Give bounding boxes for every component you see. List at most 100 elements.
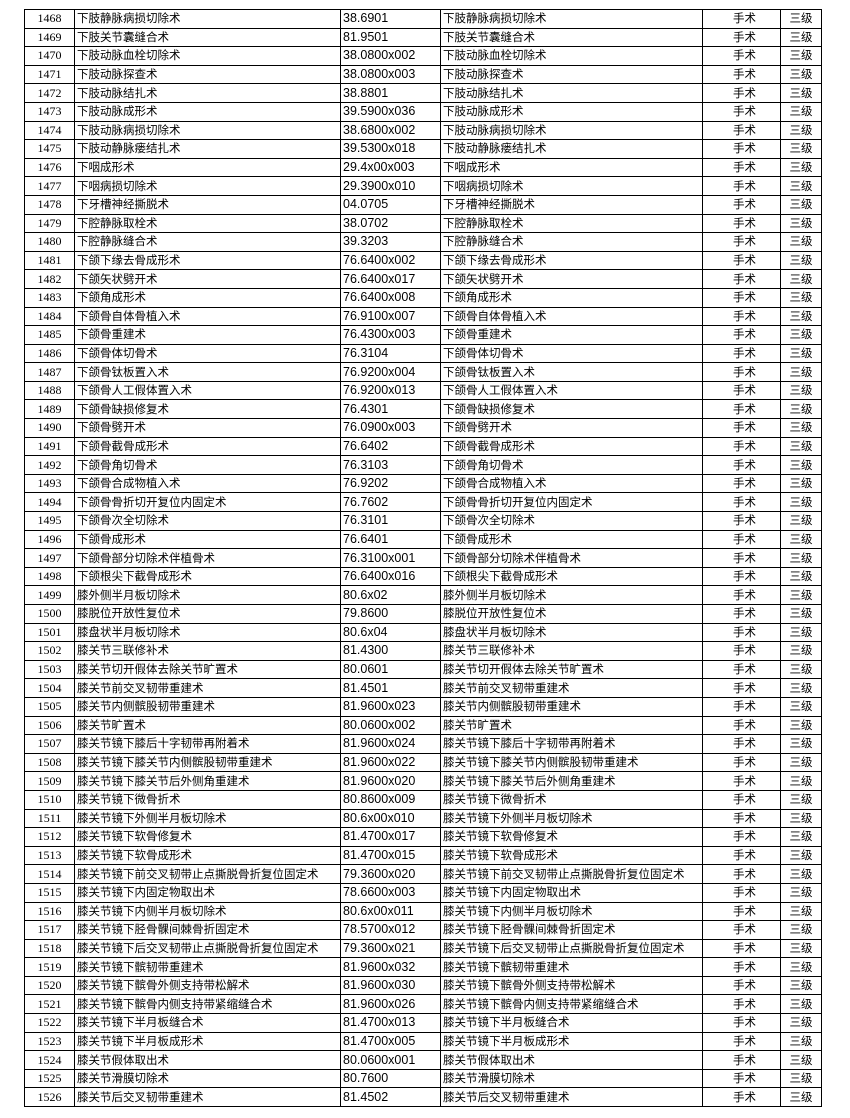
procedure-name-repeat-cell: 下腔静脉缝合术 bbox=[440, 232, 703, 252]
grade-level-cell: 三级 bbox=[780, 789, 822, 810]
category-cell: 手术 bbox=[702, 46, 781, 66]
procedure-name-cell: 下肢动脉血栓切除术 bbox=[74, 46, 341, 66]
category-cell: 手术 bbox=[702, 101, 781, 122]
procedure-name-repeat-cell: 膝关节滑膜切除术 bbox=[440, 1068, 703, 1089]
procedure-name-repeat-cell: 膝关节镜下膝关节内侧髌股韧带重建术 bbox=[440, 752, 703, 773]
procedure-name-cell: 膝关节假体取出术 bbox=[74, 1050, 341, 1070]
procedure-code-cell: 81.4501 bbox=[340, 678, 441, 698]
procedure-name-repeat-cell: 膝关节镜下外侧半月板切除术 bbox=[440, 808, 703, 829]
category-cell: 手术 bbox=[702, 585, 781, 605]
grade-level-cell: 三级 bbox=[780, 83, 822, 103]
category-cell: 手术 bbox=[702, 83, 781, 103]
table-row: 1512 膝关节镜下软骨修复术 81.4700x017 膝关节镜下软骨修复术 手术 三级 bbox=[24, 827, 822, 847]
procedure-name-repeat-cell: 膝关节镜下软骨修复术 bbox=[440, 827, 703, 847]
procedure-name-cell: 膝关节前交叉韧带重建术 bbox=[74, 678, 341, 698]
table-row: 1520 膝关节镜下髌骨外侧支持带松解术 81.9600x030 膝关节镜下髌骨外侧支… bbox=[24, 975, 822, 996]
procedure-code-cell: 81.9600x024 bbox=[340, 734, 441, 754]
procedure-name-cell: 下肢动脉成形术 bbox=[74, 101, 341, 122]
grade-level-cell: 三级 bbox=[780, 176, 822, 196]
grade-level-cell: 三级 bbox=[780, 213, 822, 234]
procedure-name-repeat-cell: 下肢动静脉瘘结扎术 bbox=[440, 139, 703, 159]
table-row: 1492 下颌骨角切骨术 76.3103 下颌骨角切骨术 手术 三级 bbox=[24, 455, 822, 475]
category-cell: 手术 bbox=[702, 808, 781, 829]
category-cell: 手术 bbox=[702, 994, 781, 1015]
table-row: 1479 下腔静脉取栓术 38.0702 下腔静脉取栓术 手术 三级 bbox=[24, 213, 822, 234]
procedure-code-cell: 81.9501 bbox=[340, 27, 441, 48]
table-row: 1526 膝关节后交叉韧带重建术 81.4502 膝关节后交叉韧带重建术 手术 三级 bbox=[24, 1087, 822, 1108]
grade-level-cell: 三级 bbox=[780, 1050, 822, 1070]
category-cell: 手术 bbox=[702, 157, 781, 178]
grade-level-cell: 三级 bbox=[780, 827, 822, 847]
category-cell: 手术 bbox=[702, 213, 781, 234]
procedure-name-cell: 膝脱位开放性复位术 bbox=[74, 604, 341, 624]
row-number-cell: 1504 bbox=[24, 678, 75, 698]
row-number-cell: 1510 bbox=[24, 789, 75, 810]
row-number-cell: 1511 bbox=[24, 808, 75, 829]
grade-level-cell: 三级 bbox=[780, 771, 822, 791]
table-row: 1471 下肢动脉探查术 38.0800x003 下肢动脉探查术 手术 三级 bbox=[24, 64, 822, 85]
procedure-code-cell: 81.4700x017 bbox=[340, 827, 441, 847]
procedure-code-cell: 29.3900x010 bbox=[340, 176, 441, 196]
category-cell: 手术 bbox=[702, 938, 781, 959]
grade-level-cell: 三级 bbox=[780, 641, 822, 661]
grade-level-cell: 三级 bbox=[780, 250, 822, 271]
procedure-name-repeat-cell: 膝关节镜下微骨折术 bbox=[440, 789, 703, 810]
grade-level-cell: 三级 bbox=[780, 399, 822, 420]
row-number-cell: 1521 bbox=[24, 994, 75, 1015]
procedure-name-cell: 下颌骨人工假体置入术 bbox=[74, 380, 341, 401]
procedure-name-repeat-cell: 下肢动脉成形术 bbox=[440, 101, 703, 122]
procedure-name-cell: 下肢动静脉瘘结扎术 bbox=[74, 139, 341, 159]
table-row: 1499 膝外侧半月板切除术 80.6x02 膝外侧半月板切除术 手术 三级 bbox=[24, 585, 822, 605]
row-number-cell: 1498 bbox=[24, 566, 75, 587]
procedure-name-repeat-cell: 膝关节旷置术 bbox=[440, 715, 703, 736]
table-row: 1516 膝关节镜下内侧半月板切除术 80.6x00x011 膝关节镜下内侧半月板切除… bbox=[24, 901, 822, 922]
grade-level-cell: 三级 bbox=[780, 492, 822, 513]
grade-level-cell: 三级 bbox=[780, 362, 822, 382]
procedure-name-cell: 膝关节镜下后交叉韧带止点撕脱骨折复位固定术 bbox=[74, 938, 341, 959]
procedure-code-cell: 80.0600x002 bbox=[340, 715, 441, 736]
grade-level-cell: 三级 bbox=[780, 752, 822, 773]
table-row: 1508 膝关节镜下膝关节内侧髌股韧带重建术 81.9600x022 膝关节镜下膝关节… bbox=[24, 752, 822, 773]
grade-level-cell: 三级 bbox=[780, 473, 822, 494]
category-cell: 手术 bbox=[702, 1013, 781, 1033]
procedure-name-repeat-cell: 下颌骨劈开术 bbox=[440, 418, 703, 438]
row-number-cell: 1512 bbox=[24, 827, 75, 847]
row-number-cell: 1500 bbox=[24, 604, 75, 624]
procedure-name-cell: 膝关节镜下髌骨外侧支持带松解术 bbox=[74, 975, 341, 996]
row-number-cell: 1475 bbox=[24, 139, 75, 159]
table-row: 1493 下颌骨合成物植入术 76.9202 下颌骨合成物植入术 手术 三级 bbox=[24, 473, 822, 494]
table-row: 1474 下肢动脉病损切除术 38.6800x002 下肢动脉病损切除术 手术 三级 bbox=[24, 120, 822, 141]
procedure-name-cell: 膝关节内侧髌股韧带重建术 bbox=[74, 696, 341, 717]
table-row: 1470 下肢动脉血栓切除术 38.0800x002 下肢动脉血栓切除术 手术 三级 bbox=[24, 46, 822, 66]
procedure-code-cell: 76.3100x001 bbox=[340, 548, 441, 568]
table-row: 1491 下颌骨截骨成形术 76.6402 下颌骨截骨成形术 手术 三级 bbox=[24, 436, 822, 457]
grade-level-cell: 三级 bbox=[780, 920, 822, 940]
procedure-code-cell: 81.4300 bbox=[340, 641, 441, 661]
category-cell: 手术 bbox=[702, 566, 781, 587]
table-row: 1495 下颌骨次全切除术 76.3101 下颌骨次全切除术 手术 三级 bbox=[24, 511, 822, 531]
category-cell: 手术 bbox=[702, 827, 781, 847]
procedure-code-cell: 76.0900x003 bbox=[340, 418, 441, 438]
grade-level-cell: 三级 bbox=[780, 1031, 822, 1052]
table-row: 1523 膝关节镜下半月板成形术 81.4700x005 膝关节镜下半月板成形术 手术三… bbox=[24, 1031, 822, 1052]
table-row: 1496 下颌骨成形术 76.6401 下颌骨成形术 手术 三级 bbox=[24, 529, 822, 550]
row-number-cell: 1503 bbox=[24, 659, 75, 680]
table-row: 1525 膝关节滑膜切除术 80.7600 膝关节滑膜切除术 手术 三级 bbox=[24, 1068, 822, 1089]
grade-level-cell: 三级 bbox=[780, 994, 822, 1015]
procedure-code-cell: 76.4300x003 bbox=[340, 325, 441, 345]
procedure-code-cell: 81.9600x026 bbox=[340, 994, 441, 1015]
row-number-cell: 1496 bbox=[24, 529, 75, 550]
procedure-code-cell: 38.6800x002 bbox=[340, 120, 441, 141]
procedure-name-repeat-cell: 膝关节后交叉韧带重建术 bbox=[440, 1087, 703, 1108]
row-number-cell: 1525 bbox=[24, 1068, 75, 1089]
row-number-cell: 1484 bbox=[24, 306, 75, 327]
table-row: 1472 下肢动脉结扎术 38.8801 下肢动脉结扎术 手术 三级 bbox=[24, 83, 822, 103]
table-row: 1511 膝关节镜下外侧半月板切除术 80.6x00x010 膝关节镜下外侧半月板切除… bbox=[24, 808, 822, 829]
row-number-cell: 1497 bbox=[24, 548, 75, 568]
grade-level-cell: 三级 bbox=[780, 604, 822, 624]
table-row: 1483 下颌角成形术 76.6400x008 下颌角成形术 手术 三级 bbox=[24, 287, 822, 308]
procedure-name-repeat-cell: 下颌骨缺损修复术 bbox=[440, 399, 703, 420]
procedure-name-repeat-cell: 膝关节镜下半月板成形术 bbox=[440, 1031, 703, 1052]
procedure-name-cell: 膝关节滑膜切除术 bbox=[74, 1068, 341, 1089]
procedure-name-repeat-cell: 膝关节切开假体去除关节旷置术 bbox=[440, 659, 703, 680]
